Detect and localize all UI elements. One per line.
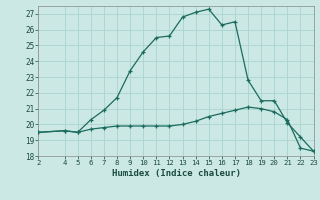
X-axis label: Humidex (Indice chaleur): Humidex (Indice chaleur) bbox=[111, 169, 241, 178]
